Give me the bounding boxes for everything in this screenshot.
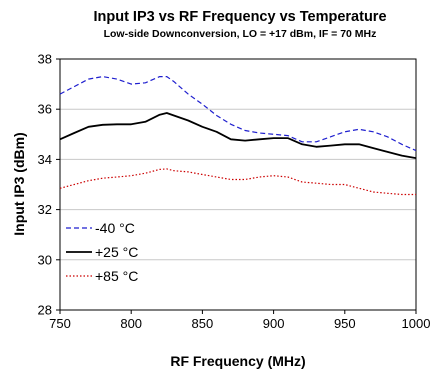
x-tick-label: 1000 [402, 316, 431, 331]
chart-subtitle: Low-side Downconversion, LO = +17 dBm, I… [104, 28, 377, 40]
series-line-2 [59, 168, 416, 196]
x-axis-label: RF Frequency (MHz) [170, 353, 305, 369]
y-tick-label: 38 [38, 52, 52, 67]
series-line-1 [59, 112, 417, 159]
legend-label-1: +25 °C [95, 244, 138, 260]
x-tick-label: 800 [120, 316, 142, 331]
legend-label-0: -40 °C [95, 220, 135, 236]
chart-title: Input IP3 vs RF Frequency vs Temperature [93, 9, 386, 25]
y-tick-label: 32 [38, 202, 52, 217]
y-axis-label: Input IP3 (dBm) [11, 132, 27, 235]
gridlines [60, 108, 416, 261]
series-line-0 [59, 75, 417, 152]
y-tick-label: 30 [38, 252, 52, 267]
legend-label-2: +85 °C [95, 268, 138, 284]
series-lines [59, 75, 417, 196]
y-tick-label: 34 [38, 152, 52, 167]
y-tick-labels: 28 30 32 34 36 38 [38, 52, 60, 318]
y-tick-label: 28 [38, 303, 52, 318]
legend: -40 °C +25 °C +85 °C [66, 220, 138, 284]
x-tick-label: 750 [49, 316, 71, 331]
x-tick-labels: 750 800 850 900 950 1000 [49, 310, 430, 331]
x-tick-label: 950 [334, 316, 356, 331]
x-tick-label: 850 [192, 316, 214, 331]
x-tick-label: 900 [263, 316, 285, 331]
y-tick-label: 36 [38, 102, 52, 117]
plot-area [59, 58, 417, 311]
